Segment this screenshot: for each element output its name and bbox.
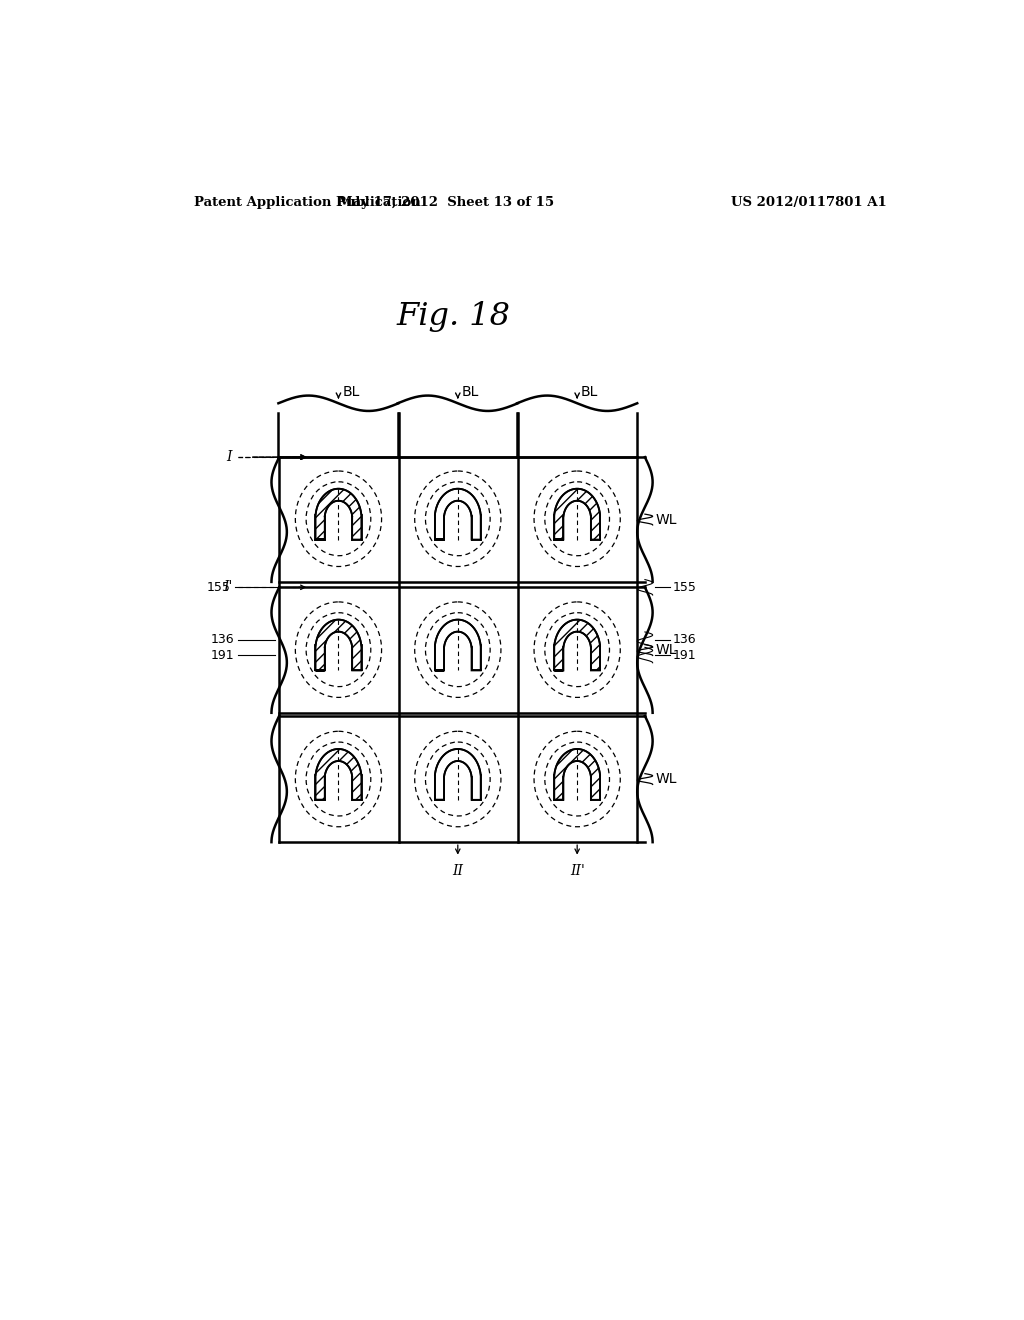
Text: May 17, 2012  Sheet 13 of 15: May 17, 2012 Sheet 13 of 15 — [338, 195, 554, 209]
Text: Fig. 18: Fig. 18 — [397, 301, 511, 331]
Text: BL: BL — [581, 384, 598, 399]
Text: 136: 136 — [211, 634, 234, 647]
Polygon shape — [435, 748, 480, 800]
Text: WL: WL — [655, 643, 677, 657]
Text: 191: 191 — [673, 648, 696, 661]
Text: WL: WL — [655, 772, 677, 785]
Text: I': I' — [223, 581, 232, 594]
Text: BL: BL — [462, 384, 479, 399]
Text: II: II — [453, 863, 463, 878]
Text: II': II' — [569, 863, 585, 878]
Text: I: I — [226, 450, 232, 465]
Text: Patent Application Publication: Patent Application Publication — [194, 195, 421, 209]
Text: 191: 191 — [211, 648, 234, 661]
Polygon shape — [435, 488, 480, 540]
Text: 155: 155 — [673, 581, 696, 594]
Text: WL: WL — [655, 512, 677, 527]
Polygon shape — [435, 619, 480, 671]
Text: BL: BL — [342, 384, 359, 399]
Text: US 2012/0117801 A1: US 2012/0117801 A1 — [731, 195, 887, 209]
Text: 136: 136 — [673, 634, 696, 647]
Text: 155: 155 — [207, 581, 230, 594]
